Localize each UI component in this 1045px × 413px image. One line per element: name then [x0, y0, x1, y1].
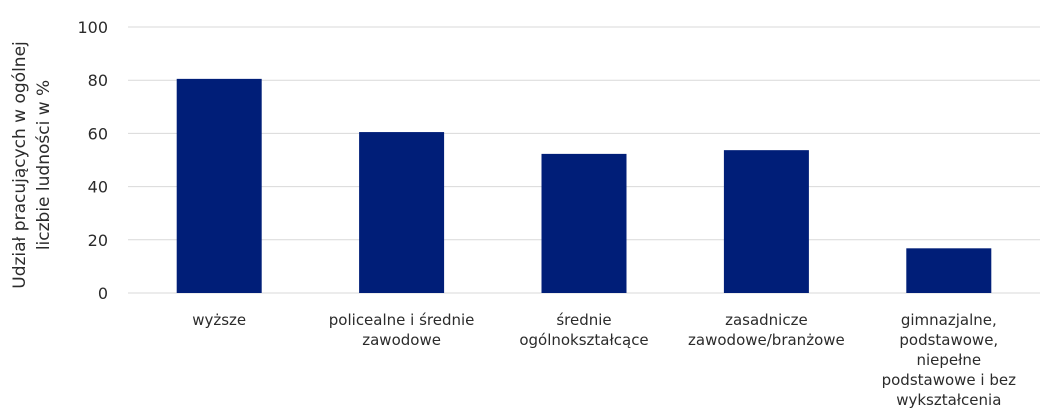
x-category-label-line: wyższe	[192, 311, 246, 329]
x-category-label: wyższe	[192, 311, 246, 329]
y-tick-label: 60	[88, 124, 108, 143]
x-category-label-line: zawodowe	[362, 331, 441, 349]
y-axis-title-line: liczbie ludności w %	[34, 80, 54, 250]
y-axis-title-line: Udział pracujących w ogólnej	[10, 41, 30, 289]
x-category-label-line: niepełne	[916, 351, 981, 369]
x-category-label: gimnazjalne, podstawowe, niepełne podstawow…	[882, 311, 1017, 409]
y-tick-label: 20	[88, 231, 108, 250]
x-category-label-line: zasadnicze	[725, 311, 808, 329]
x-category-label-line: podstawowe,	[899, 331, 998, 349]
x-category-label-line: gimnazjalne,	[901, 311, 997, 329]
bars	[176, 78, 992, 294]
x-category-label-line: średnie	[556, 311, 611, 329]
x-category-label-line: podstawowe i bez	[882, 371, 1017, 389]
x-category-label-line: wykształcenia	[896, 391, 1001, 409]
x-category-label: policealne i średnie zawodowe	[329, 311, 475, 349]
y-axis-ticks: 0 20 40 60 80 100	[77, 18, 108, 303]
x-category-label: średnie ogólnokształcące	[519, 311, 648, 349]
y-axis-title: Udział pracujących w ogólnej liczbie ludn…	[10, 41, 54, 289]
x-category-label-line: policealne i średnie	[329, 311, 475, 329]
bar-1	[359, 132, 445, 293]
y-tick-label: 80	[88, 71, 108, 90]
bar-4	[906, 248, 992, 293]
x-category-label-line: zawodowe/branżowe	[688, 331, 845, 349]
y-tick-label: 100	[77, 18, 108, 37]
y-tick-label: 0	[98, 284, 108, 303]
x-category-label: zasadnicze zawodowe/branżowe	[688, 311, 845, 349]
bar-2	[541, 153, 627, 293]
bar-3	[723, 150, 809, 293]
x-category-label-line: ogólnokształcące	[519, 331, 648, 349]
y-tick-label: 40	[88, 178, 108, 197]
x-axis-labels: wyższe policealne i średnie zawodowe średni…	[192, 311, 1016, 409]
bar-0	[176, 78, 262, 294]
